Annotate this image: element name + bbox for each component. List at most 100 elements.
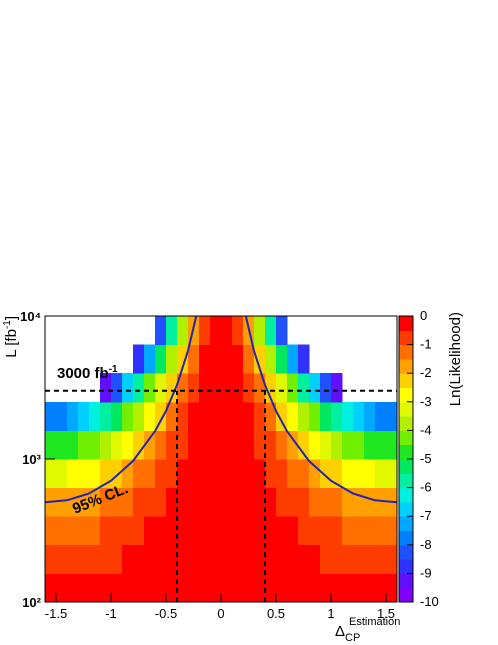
heat-cell: [243, 344, 255, 374]
colorbar-segment: [399, 387, 413, 403]
heat-cell: [221, 487, 233, 517]
heat-cell: [320, 544, 332, 574]
heat-cell: [122, 573, 134, 603]
heat-cell: [364, 573, 376, 603]
heat-cell: [177, 316, 189, 346]
heat-cell: [298, 344, 310, 374]
heat-cell: [199, 544, 211, 574]
heat-cell: [221, 316, 233, 346]
y-tick-label: 10⁴: [20, 309, 41, 324]
heat-cell: [122, 373, 134, 403]
heat-cell: [133, 401, 145, 431]
heat-cell: [353, 516, 365, 546]
heat-cell: [199, 316, 211, 346]
heat-cell: [243, 373, 255, 403]
colorbar-segment: [399, 559, 413, 574]
heat-cell: [100, 573, 112, 603]
heat-cell: [276, 401, 288, 431]
heat-cell: [320, 573, 332, 603]
heat-cell: [320, 373, 332, 403]
heat-cell: [309, 573, 321, 603]
heat-cell: [298, 401, 310, 431]
heat-cell: [199, 401, 211, 431]
heat-cell: [155, 544, 167, 574]
x-tick-label: -1: [105, 606, 117, 621]
x-tick-label: 1: [327, 606, 334, 621]
heat-cell: [45, 573, 57, 603]
annotation: 3000 fb-1: [57, 364, 118, 382]
colorbar-segment: [399, 544, 413, 560]
heat-cell: [254, 344, 266, 374]
heat-cell: [342, 459, 354, 489]
heat-cell: [177, 344, 189, 374]
heat-cell: [386, 459, 398, 489]
colorbar-segment: [399, 573, 413, 589]
heat-cell: [342, 573, 354, 603]
heat-cell: [45, 401, 57, 431]
heat-cell: [188, 373, 200, 403]
heat-cell: [210, 344, 222, 374]
heat-cell: [78, 487, 90, 517]
heatmap: [45, 316, 398, 603]
heat-cell: [331, 487, 343, 517]
heat-cell: [78, 544, 90, 574]
heat-cell: [331, 373, 343, 403]
heat-cell: [243, 487, 255, 517]
heat-cell: [133, 344, 145, 374]
colorbar-segment: [399, 344, 413, 360]
heat-cell: [375, 430, 387, 460]
heat-cell: [309, 401, 321, 431]
heat-cell: [287, 573, 299, 603]
heat-cell: [45, 459, 57, 489]
heat-cell: [56, 487, 68, 517]
heat-cell: [287, 344, 299, 374]
heat-cell: [353, 544, 365, 574]
heat-cell: [155, 373, 167, 403]
heat-cell: [265, 430, 277, 460]
colorbar-tick-label: -5: [420, 451, 432, 466]
colorbar-segment: [399, 473, 413, 489]
heat-cell: [298, 430, 310, 460]
colorbar-segment: [399, 487, 413, 503]
heat-cell: [210, 459, 222, 489]
heat-cell: [287, 516, 299, 546]
heat-cell: [111, 573, 123, 603]
heat-cell: [276, 487, 288, 517]
heat-cell: [331, 516, 343, 546]
heat-cell: [254, 459, 266, 489]
heat-cell: [298, 573, 310, 603]
heat-cell: [210, 430, 222, 460]
colorbar-tick-label: -7: [420, 508, 432, 523]
heat-cell: [353, 573, 365, 603]
heat-cell: [254, 430, 266, 460]
y-tick-label: 10²: [22, 595, 41, 610]
colorbar-tick-label: -3: [420, 394, 432, 409]
heat-cell: [265, 573, 277, 603]
heat-cell: [144, 573, 156, 603]
heat-cell: [364, 430, 376, 460]
heat-cell: [386, 516, 398, 546]
heat-cell: [177, 401, 189, 431]
heat-cell: [133, 373, 145, 403]
heat-cell: [78, 573, 90, 603]
heat-cell: [320, 516, 332, 546]
heat-cell: [122, 459, 134, 489]
heat-cell: [221, 430, 233, 460]
heat-cell: [111, 544, 123, 574]
heat-cell: [265, 344, 277, 374]
heat-cell: [298, 373, 310, 403]
colorbar-segment: [399, 501, 413, 517]
heat-cell: [309, 430, 321, 460]
heat-cell: [122, 487, 134, 517]
x-tick-label: -1.5: [45, 606, 67, 621]
heat-cell: [342, 544, 354, 574]
colorbar-segment: [399, 430, 413, 446]
heat-cell: [210, 544, 222, 574]
heat-cell: [287, 544, 299, 574]
heat-cell: [232, 373, 244, 403]
heat-cell: [89, 573, 101, 603]
heat-cell: [56, 516, 68, 546]
heat-cell: [210, 373, 222, 403]
heat-cell: [298, 459, 310, 489]
x-tick-label: 0: [217, 606, 224, 621]
